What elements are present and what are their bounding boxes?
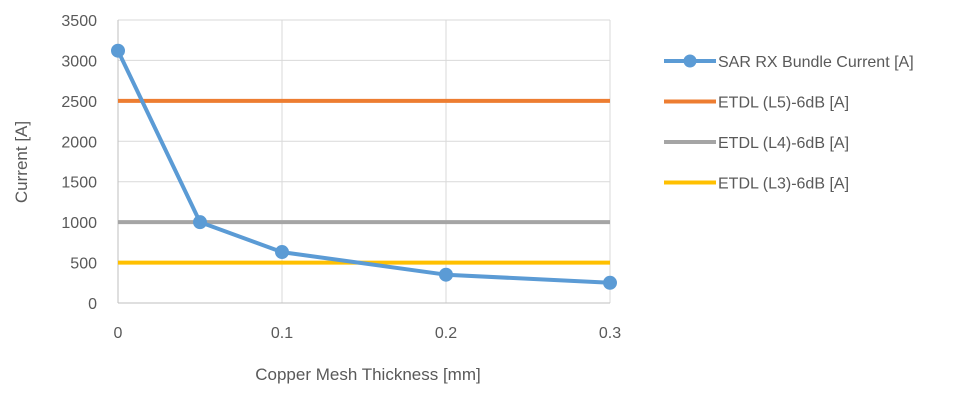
data-point (275, 245, 289, 260)
y-tick-label: 2500 (61, 94, 97, 111)
legend-marker (683, 54, 697, 68)
legend-label: SAR RX Bundle Current [A] (718, 54, 914, 71)
y-axis-title: Current [A] (12, 121, 31, 203)
series-markers (111, 43, 617, 290)
legend-label: ETDL (L4)-6dB [A] (718, 135, 849, 152)
legend-label: ETDL (L5)-6dB [A] (718, 95, 849, 112)
series-line (116, 49, 611, 285)
y-tick-label: 0 (88, 296, 97, 313)
legend-entry: ETDL (L5)-6dB [A] (664, 95, 849, 112)
legend-entry: SAR RX Bundle Current [A] (664, 54, 914, 71)
tick-labels: 0 500 1000 1500 2000 2500 3000 3500 0 0.1 0.2 0.3 (61, 13, 621, 342)
data-point (111, 43, 125, 58)
legend-entry: ETDL (L4)-6dB [A] (664, 135, 849, 152)
legend: SAR RX Bundle Current [A] ETDL (L5)-6dB [… (664, 54, 914, 193)
legend-entry: ETDL (L3)-6dB [A] (664, 176, 849, 193)
axes (117, 20, 610, 304)
x-tick-label: 0.3 (599, 325, 621, 342)
y-tick-label: 2000 (61, 134, 97, 151)
y-tick-label: 3500 (61, 13, 97, 30)
series-lines (116, 49, 611, 285)
x-tick-label: 0.2 (435, 325, 457, 342)
data-point (603, 275, 617, 290)
legend-label: ETDL (L3)-6dB [A] (718, 176, 849, 193)
x-tick-label: 0 (114, 325, 123, 342)
y-tick-label: 500 (70, 256, 97, 273)
x-axis-title: Copper Mesh Thickness [mm] (255, 365, 480, 384)
y-tick-label: 1000 (61, 215, 97, 232)
data-point (193, 215, 207, 230)
gridlines (118, 19, 611, 303)
x-tick-label: 0.1 (271, 325, 293, 342)
y-tick-label: 1500 (61, 175, 97, 192)
y-tick-label: 3000 (61, 53, 97, 70)
data-point (439, 267, 453, 282)
